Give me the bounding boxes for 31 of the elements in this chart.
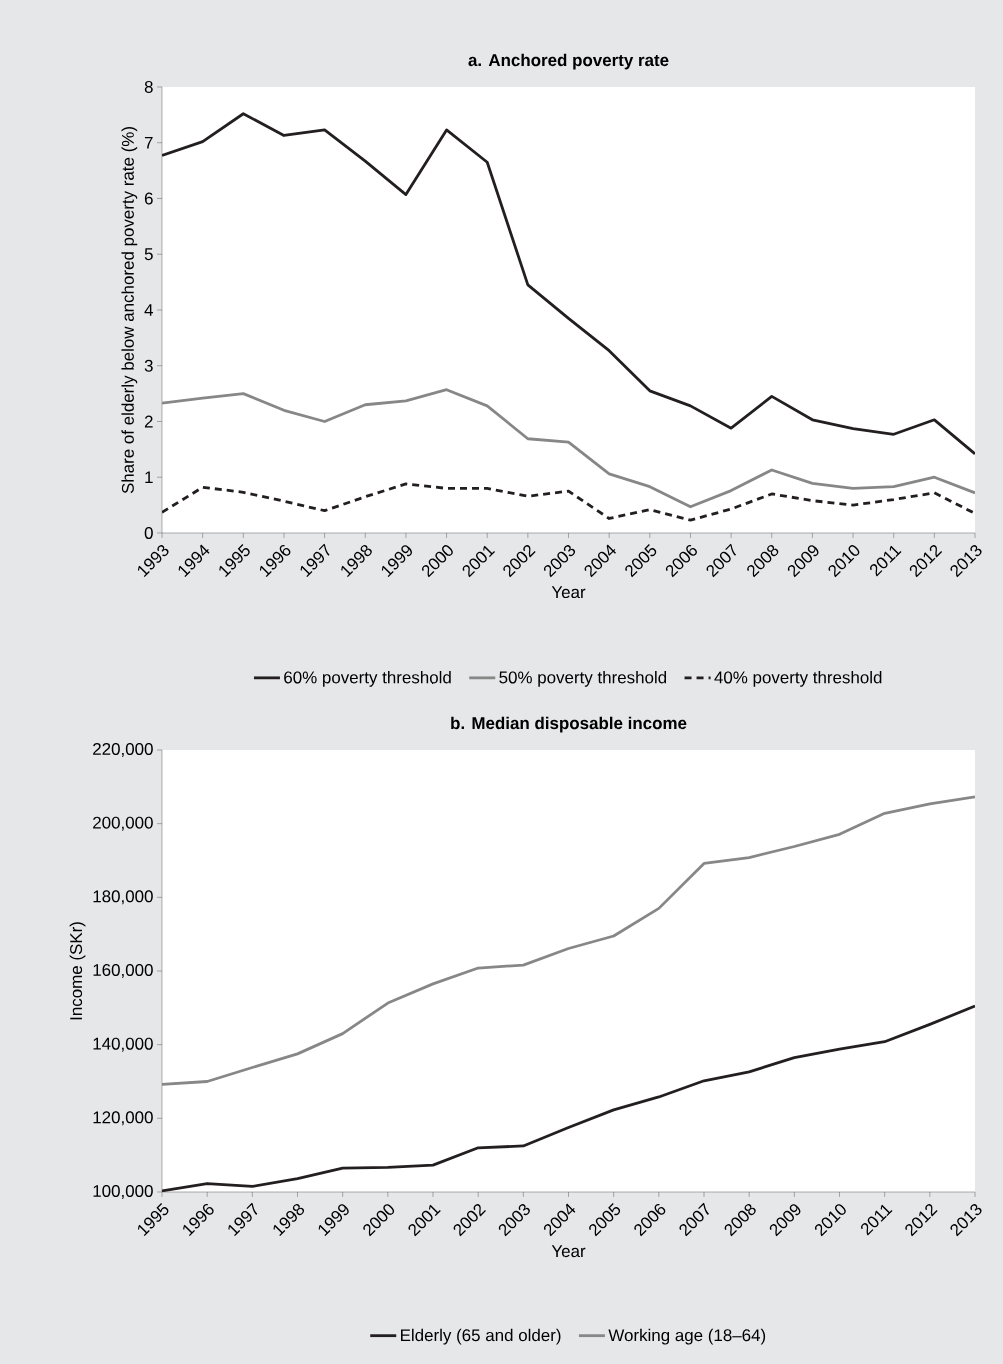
y-tick-label: 180,000 (93, 890, 153, 905)
line-series (162, 482, 976, 522)
y-tick-label: 8 (144, 80, 153, 93)
y-axis-title: Share of elderly below anchored poverty rate (%) (121, 127, 138, 494)
line-series (162, 795, 976, 1086)
y-axis-title: Income (SKr) (69, 922, 86, 1020)
line-series (162, 112, 976, 456)
y-tick-label: 140,000 (93, 1037, 153, 1052)
chart-title: b. Median disposable income (451, 716, 687, 733)
y-tick-label: 220,000 (93, 742, 153, 757)
y-tick-label: 5 (144, 248, 153, 261)
legend-label: Working age (18–64) (608, 1328, 766, 1345)
x-axis-title: Year (551, 1245, 586, 1258)
legend-label: 40% poverty threshold (714, 670, 882, 687)
y-tick-label: 6 (144, 192, 153, 205)
y-tick-label: 160,000 (93, 963, 153, 978)
y-tick-label: 1 (145, 471, 153, 484)
legend-label: Elderly (65 and older) (401, 1328, 561, 1345)
legend-label: 60% poverty threshold (284, 670, 451, 687)
y-tick-label: 100,000 (93, 1185, 153, 1199)
y-tick-label: 120,000 (93, 1111, 153, 1126)
chart-title: a. Anchored poverty rate (468, 53, 669, 70)
y-tick-label: 3 (144, 359, 153, 372)
y-tick-label: 7 (144, 136, 153, 149)
y-tick-label: 0 (144, 526, 153, 539)
y-tick-label: 2 (144, 415, 153, 428)
y-tick-label: 4 (144, 304, 153, 316)
line-series (162, 388, 976, 509)
legend-label: 50% poverty threshold (499, 670, 667, 687)
y-tick-label: 200,000 (93, 816, 153, 831)
x-axis-title: Year (551, 586, 586, 599)
